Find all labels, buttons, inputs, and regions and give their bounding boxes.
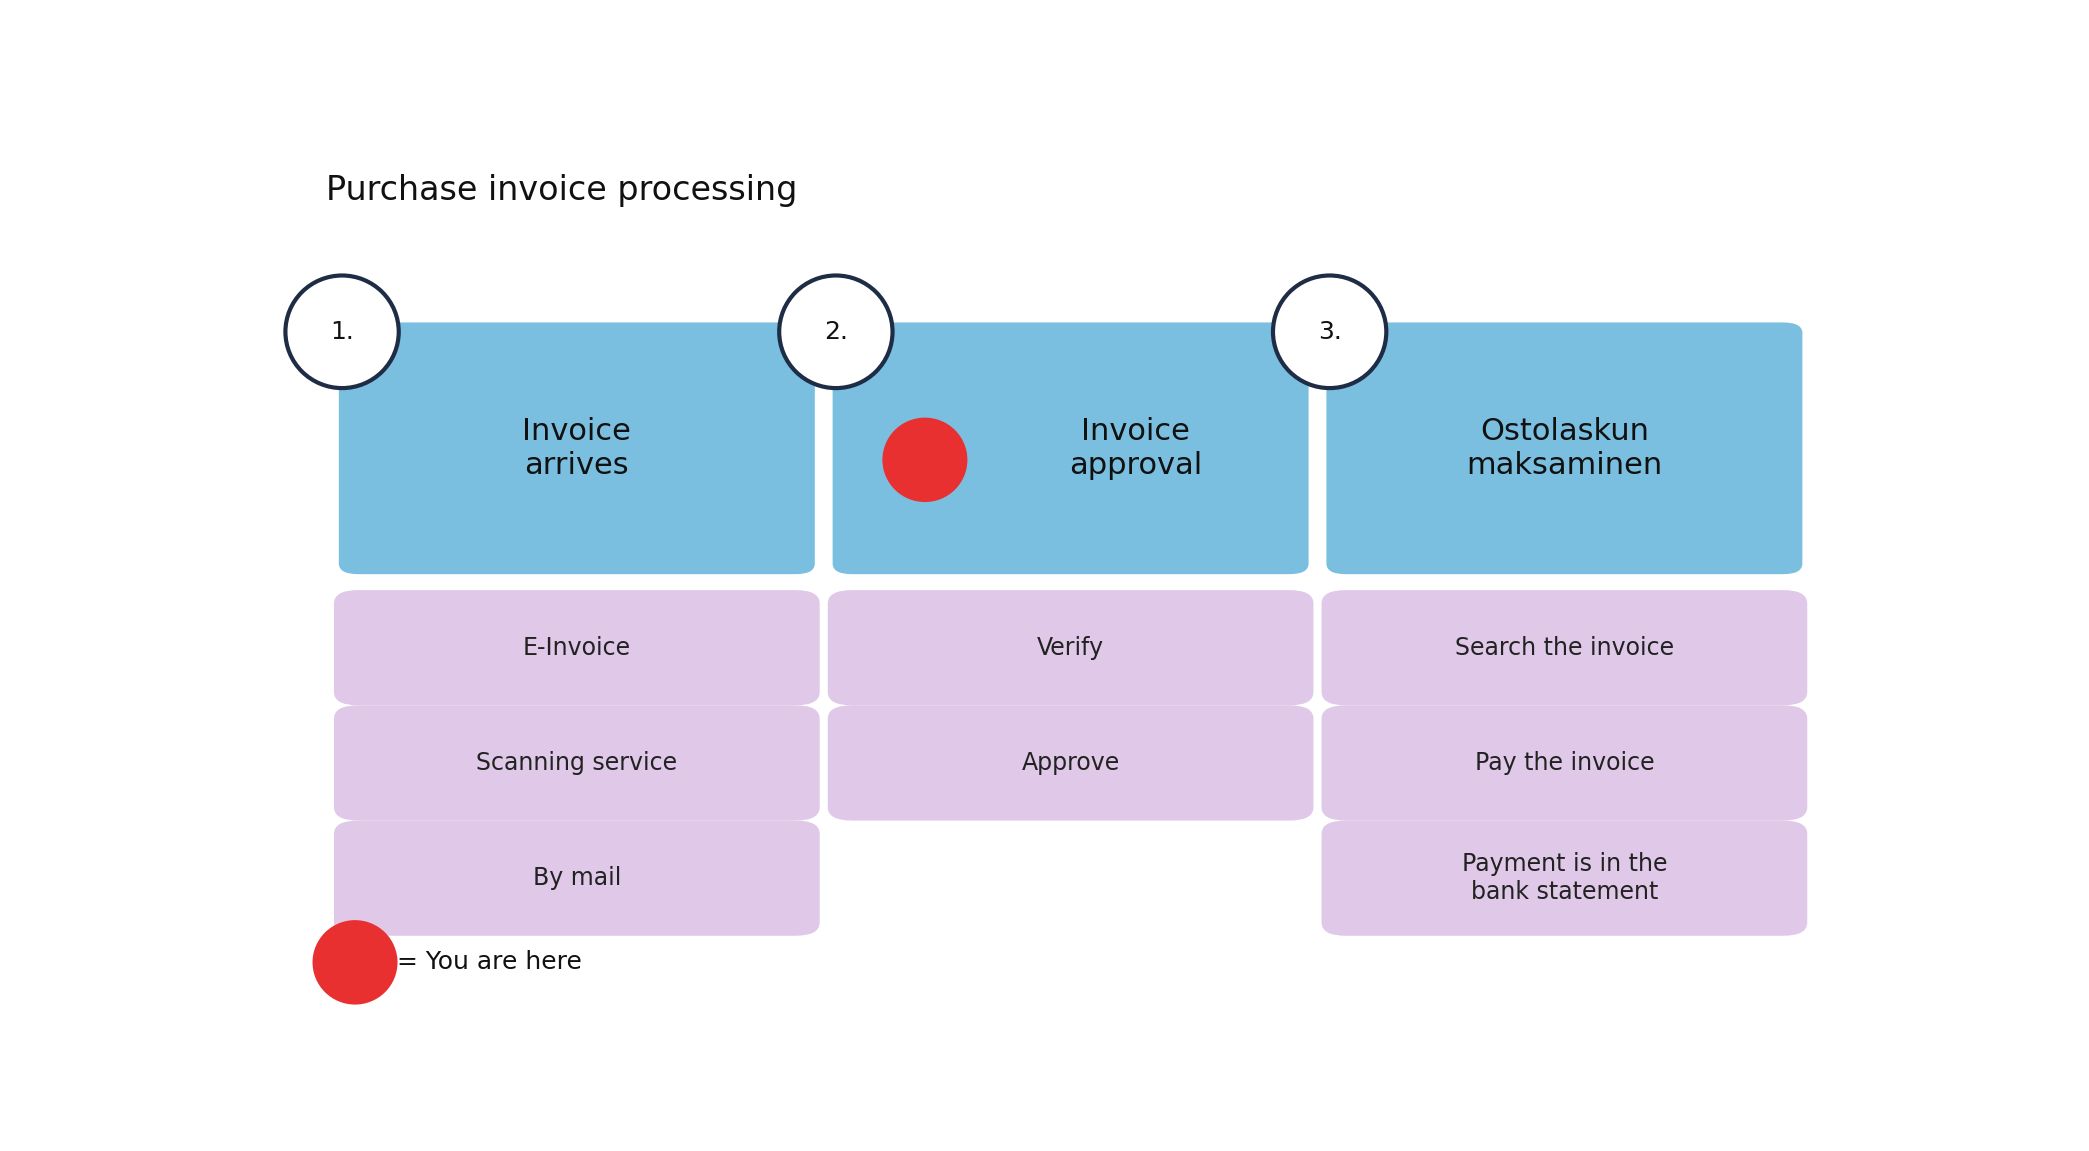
Ellipse shape xyxy=(1272,275,1387,388)
Ellipse shape xyxy=(286,275,399,388)
Ellipse shape xyxy=(779,275,892,388)
Text: 2.: 2. xyxy=(823,320,848,344)
FancyBboxPatch shape xyxy=(834,322,1308,574)
Text: Purchase invoice processing: Purchase invoice processing xyxy=(326,174,798,206)
Text: Invoice
arrives: Invoice arrives xyxy=(522,417,631,480)
Ellipse shape xyxy=(882,418,967,502)
Text: Ostolaskun
maksaminen: Ostolaskun maksaminen xyxy=(1466,417,1663,480)
FancyBboxPatch shape xyxy=(827,590,1314,706)
FancyBboxPatch shape xyxy=(1322,590,1807,706)
FancyBboxPatch shape xyxy=(338,322,815,574)
FancyBboxPatch shape xyxy=(1327,322,1803,574)
Text: Payment is in the
bank statement: Payment is in the bank statement xyxy=(1462,852,1667,904)
Text: Pay the invoice: Pay the invoice xyxy=(1475,750,1654,775)
Text: Search the invoice: Search the invoice xyxy=(1454,635,1673,660)
FancyBboxPatch shape xyxy=(334,821,819,936)
FancyBboxPatch shape xyxy=(1322,706,1807,821)
Text: Approve: Approve xyxy=(1022,750,1120,775)
Text: Verify: Verify xyxy=(1036,635,1105,660)
Text: 3.: 3. xyxy=(1318,320,1341,344)
FancyBboxPatch shape xyxy=(334,706,819,821)
Ellipse shape xyxy=(313,920,397,1005)
FancyBboxPatch shape xyxy=(334,590,819,706)
Text: E-Invoice: E-Invoice xyxy=(522,635,631,660)
Text: By mail: By mail xyxy=(533,867,620,890)
FancyBboxPatch shape xyxy=(827,706,1314,821)
Text: = You are here: = You are here xyxy=(397,951,583,975)
FancyBboxPatch shape xyxy=(1322,821,1807,936)
Text: Invoice
approval: Invoice approval xyxy=(1070,417,1201,480)
Text: Scanning service: Scanning service xyxy=(476,750,677,775)
Text: 1.: 1. xyxy=(330,320,353,344)
